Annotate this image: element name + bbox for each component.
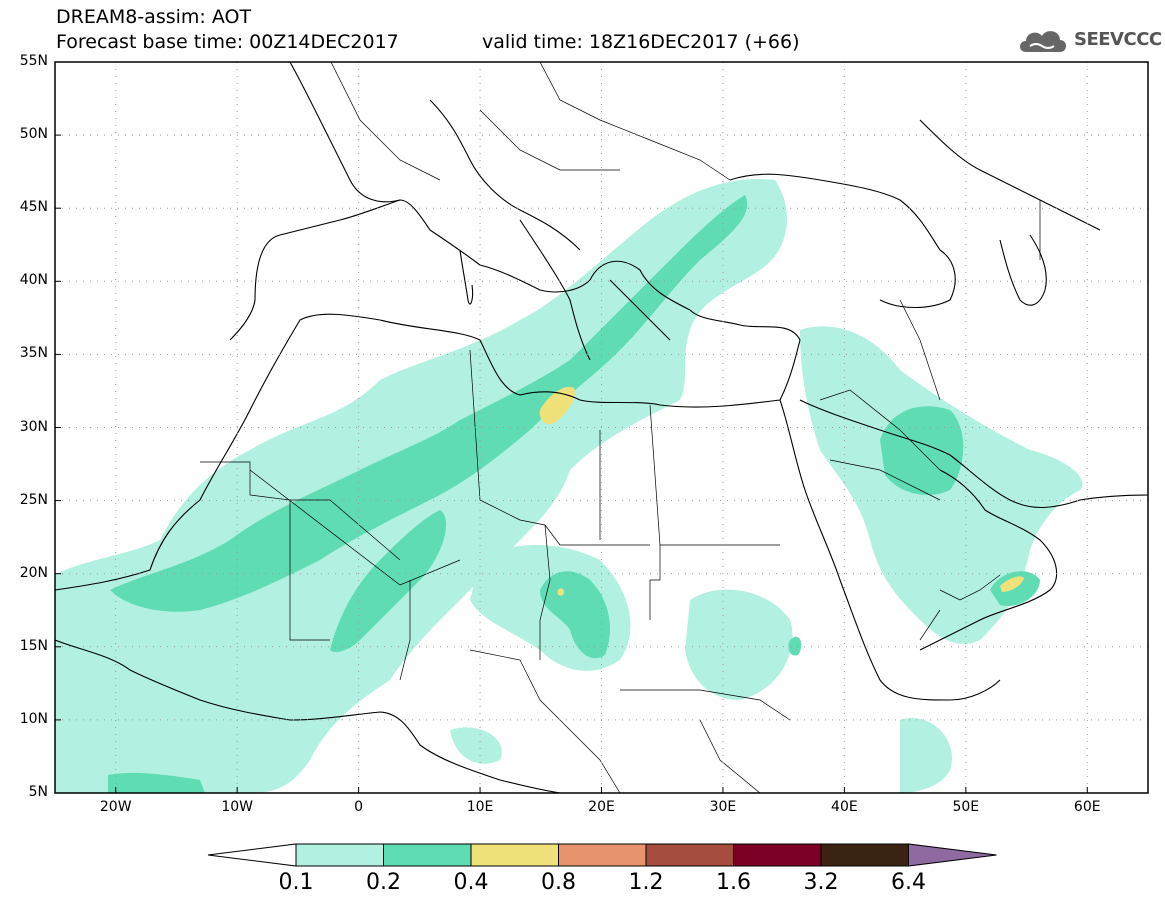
- coastlines: [55, 62, 1148, 793]
- seevccc-logo: SEEVCCC: [1016, 22, 1162, 58]
- lat-label: 35N: [19, 345, 48, 362]
- lat-label: 25N: [19, 491, 48, 508]
- lat-label: 5N: [28, 784, 48, 800]
- lat-label: 40N: [19, 272, 48, 289]
- country-borders: [200, 62, 1041, 793]
- lon-label: 10W: [221, 799, 253, 815]
- colorbar-swatch: [820, 843, 909, 867]
- forecast-base-time: Forecast base time: 00Z14DEC2017: [56, 31, 399, 53]
- lon-label: 20E: [588, 799, 615, 815]
- colorbar-label: 0.8: [541, 870, 576, 895]
- colorbar-swatch: [470, 843, 559, 867]
- logo-text: SEEVCCC: [1074, 29, 1162, 50]
- lon-label: 30E: [709, 799, 737, 815]
- colorbar-label: 3.2: [803, 870, 839, 895]
- lat-label: 55N: [19, 53, 48, 69]
- colorbar-label: 1.2: [628, 870, 664, 895]
- lon-label: 20W: [99, 799, 132, 815]
- lon-label: 0: [354, 799, 364, 815]
- lat-label: 30N: [19, 418, 48, 435]
- colorbar-swatch: [645, 843, 734, 867]
- colorbar-swatch: [295, 843, 384, 867]
- lon-label: 10E: [466, 799, 494, 815]
- colorbar-label: 0.2: [366, 870, 401, 895]
- colorbar-swatch: [383, 843, 472, 867]
- map-title: DREAM8-assim: AOT: [56, 6, 252, 28]
- lon-label: 40E: [831, 799, 858, 815]
- lat-label: 50N: [19, 126, 48, 143]
- colorbar-label: 1.6: [716, 870, 751, 895]
- colorbar-label: 0.4: [453, 870, 489, 895]
- colorbar-label: 0.1: [278, 870, 314, 895]
- valid-time: valid time: 18Z16DEC2017 (+66): [482, 31, 800, 53]
- lat-label: 20N: [19, 564, 48, 581]
- colorbar-label: 6.4: [891, 870, 926, 895]
- lon-label: 60E: [1073, 799, 1101, 815]
- aot-contour-0.4: [539, 386, 1024, 596]
- cloud-icon: [1020, 31, 1066, 52]
- colorbar-swatch: [733, 843, 822, 867]
- lon-label: 50E: [952, 799, 980, 815]
- lat-label: 10N: [19, 710, 48, 727]
- graticule: [55, 62, 1148, 793]
- colorbar-high-arrow: [908, 843, 997, 867]
- colorbar-swatch: [558, 843, 647, 867]
- lat-label: 15N: [19, 637, 48, 654]
- colorbar-low-arrow: [207, 843, 297, 867]
- lat-label: 45N: [19, 199, 48, 216]
